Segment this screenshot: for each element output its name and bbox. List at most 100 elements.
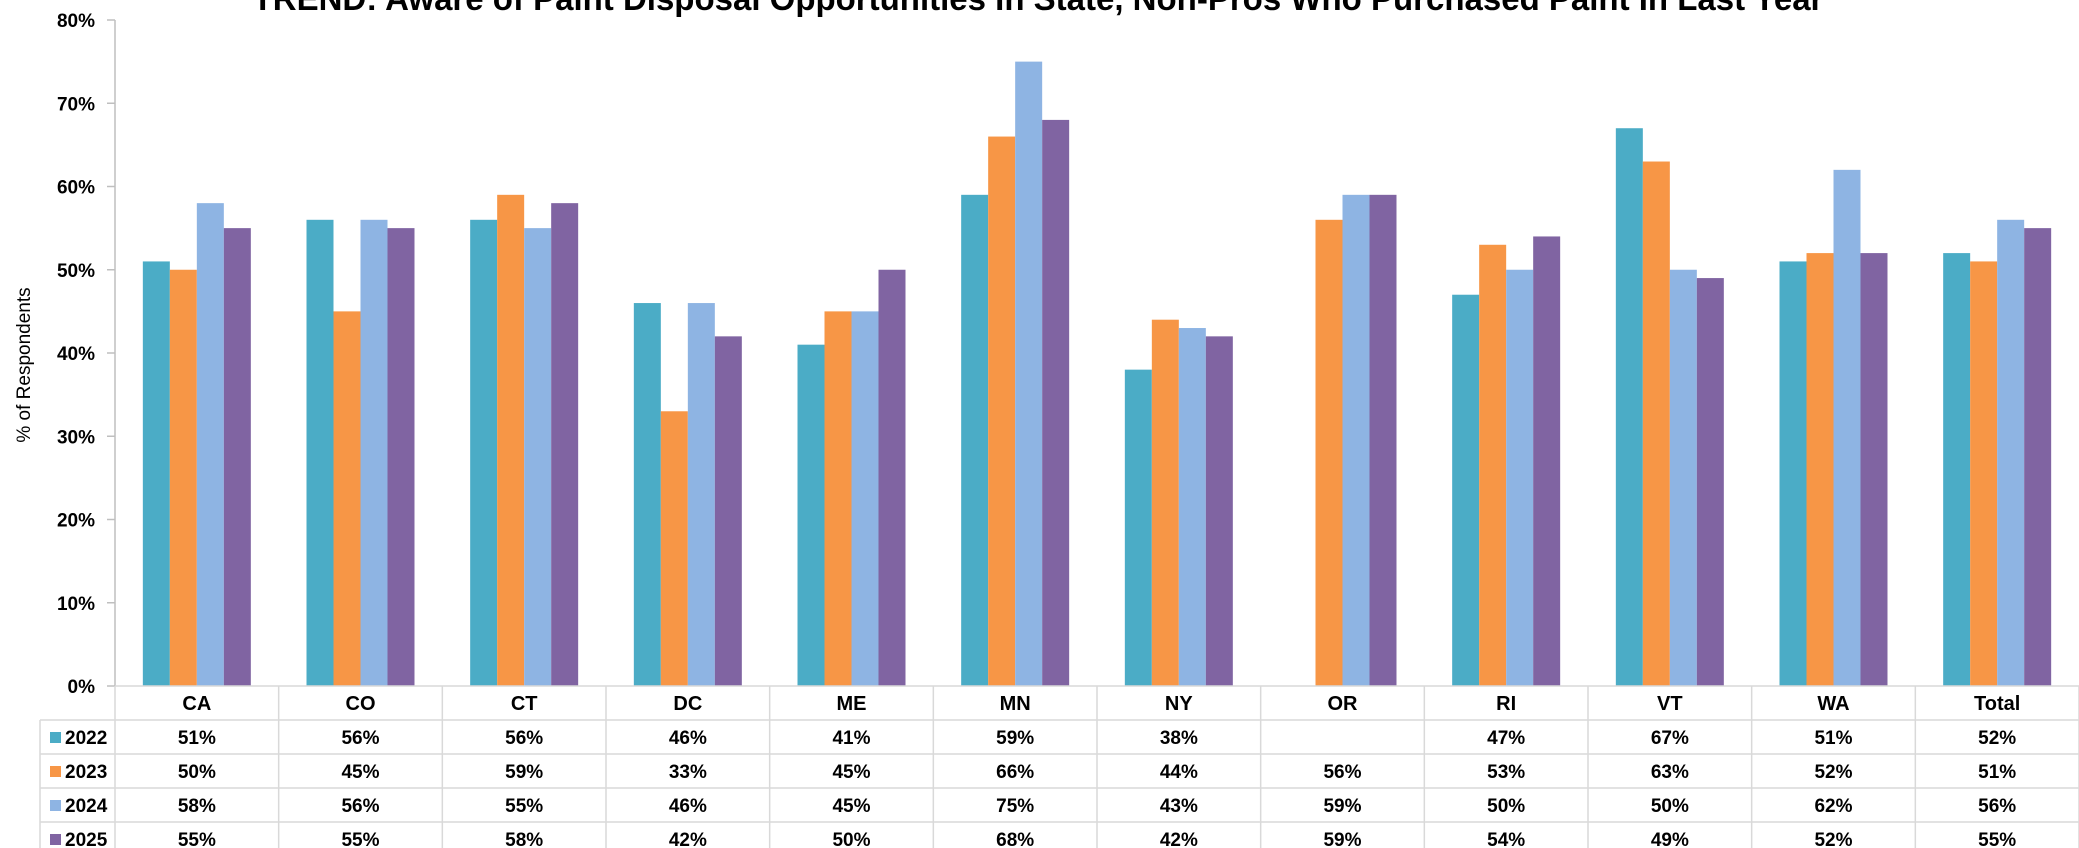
data-label: 51% [178,728,216,749]
axes: 0% 10% 20% 30% 40% 50% 60% 70% 80% [57,11,116,698]
bar-ny-2025 [1205,336,1233,686]
bar-mn-2024 [1015,61,1043,686]
bar-me-2023 [824,311,852,686]
bar-co-2023 [333,311,361,686]
data-label: 33% [669,762,707,783]
data-label: 66% [996,762,1034,783]
data-label: 50% [178,762,216,783]
data-label: 56% [341,796,379,817]
data-label: 45% [832,796,870,817]
data-label: 63% [1651,762,1689,783]
data-label: 45% [341,762,379,783]
data-label: 45% [832,762,870,783]
data-label: 50% [832,830,870,848]
bar-ri-2024 [1506,269,1534,686]
bar-total-2024 [1997,219,2025,687]
category-label: CA [182,693,211,715]
bar-me-2024 [851,311,879,686]
bar-dc-2025 [714,336,742,686]
chart-title: TREND: Aware of Paint Disposal Opportuni… [253,0,1824,17]
bar-dc-2022 [633,303,661,686]
bar-total-2023 [1970,261,1998,686]
bar-ca-2022 [142,261,170,686]
data-label: 41% [832,728,870,749]
data-label: 55% [1978,830,2016,848]
data-label: 75% [996,796,1034,817]
legend-label-2025: 2025 [65,830,108,848]
bar-ct-2022 [470,219,498,687]
bar-ri-2023 [1479,244,1507,686]
category-label: WA [1817,693,1849,715]
data-label: 58% [505,830,543,848]
y-tick-label: 20% [57,511,95,532]
data-label: 56% [341,728,379,749]
data-label: 55% [178,830,216,848]
bar-mn-2022 [961,194,989,686]
category-label: MN [1000,693,1031,715]
data-label: 59% [1323,830,1361,848]
y-tick-label: 40% [57,344,95,365]
legend-label-2024: 2024 [65,796,108,817]
bars [142,61,2052,687]
bar-ct-2025 [551,203,579,686]
data-label: 47% [1487,728,1525,749]
category-label: RI [1496,693,1516,715]
data-label: 44% [1160,762,1198,783]
bar-vt-2025 [1696,278,1724,686]
data-label: 68% [996,830,1034,848]
data-label: 43% [1160,796,1198,817]
data-label: 62% [1814,796,1852,817]
bar-co-2025 [387,228,415,686]
data-label: 52% [1814,830,1852,848]
data-label: 56% [1323,762,1361,783]
bar-ca-2025 [223,228,251,686]
y-axis-label: % of Respondents [14,287,35,442]
bar-co-2024 [360,219,388,687]
bar-mn-2025 [1042,119,1070,686]
data-label: 50% [1651,796,1689,817]
bar-or-2025 [1369,194,1397,686]
data-label: 51% [1978,762,2016,783]
data-label: 46% [669,728,707,749]
category-label: VT [1657,693,1683,715]
data-label: 46% [669,796,707,817]
y-tick-label: 0% [68,677,96,698]
data-label: 50% [1487,796,1525,817]
bar-total-2022 [1943,253,1971,686]
data-label: 56% [505,728,543,749]
legend-swatch-2025 [50,834,61,845]
y-tick-label: 70% [57,94,95,115]
legend-label-2023: 2023 [65,762,107,783]
bar-wa-2023 [1806,253,1834,686]
category-label: NY [1165,693,1193,715]
data-label: 52% [1978,728,2016,749]
category-label: OR [1328,693,1359,715]
category-label: CO [346,693,376,715]
bar-vt-2022 [1615,128,1643,687]
data-table: CA CO CT DC ME MN NY OR RI VT WA Total 2022 51% 56% 56%… [39,685,2079,848]
bar-vt-2023 [1642,161,1670,686]
category-label: ME [837,693,867,715]
data-label: 38% [1160,728,1198,749]
bar-dc-2023 [660,411,688,686]
bar-ny-2024 [1178,328,1206,686]
bar-me-2022 [797,344,825,686]
data-label: 56% [1978,796,2016,817]
bar-wa-2025 [1860,253,1888,686]
bar-ri-2025 [1533,236,1561,686]
bar-ca-2024 [196,203,224,686]
data-label: 59% [996,728,1034,749]
bar-or-2023 [1315,219,1343,687]
data-label: 42% [669,830,707,848]
y-tick-label: 50% [57,261,95,282]
data-label: 58% [178,796,216,817]
bar-me-2025 [878,269,906,686]
data-label: 59% [505,762,543,783]
legend-swatch-2024 [50,800,61,811]
data-label: 67% [1651,728,1689,749]
data-label: 54% [1487,830,1525,848]
y-tick-label: 60% [57,178,95,199]
bar-or-2024 [1342,194,1370,686]
data-label: 51% [1814,728,1852,749]
